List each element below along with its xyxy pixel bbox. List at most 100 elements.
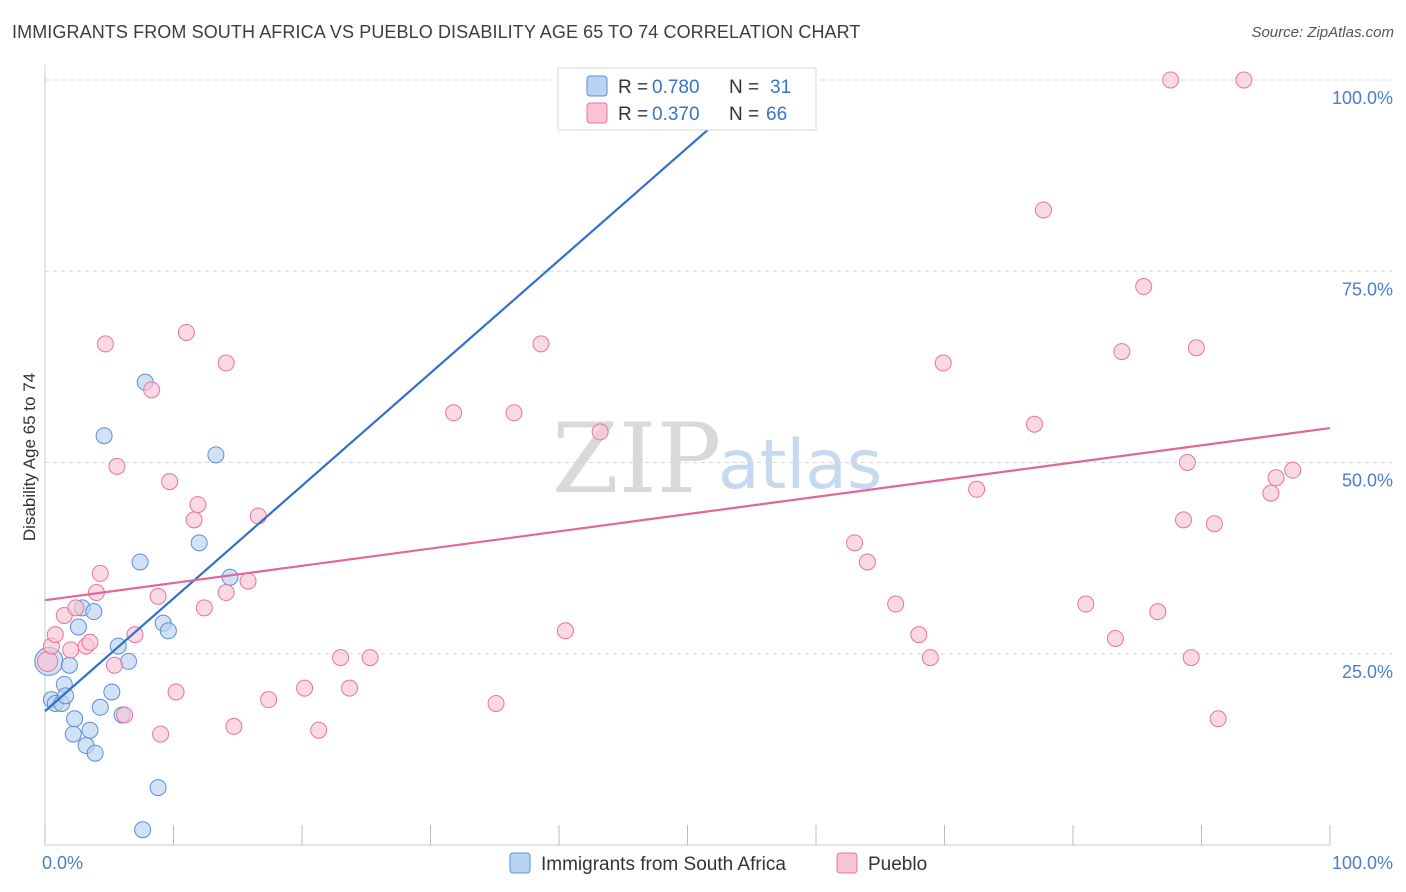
data-point-s1-13 <box>116 706 134 724</box>
chart-title: IMMIGRANTS FROM SOUTH AFRICA VS PUEBLO D… <box>12 22 861 42</box>
y-tick-label-2: 75.0% <box>1342 279 1393 299</box>
data-point-s1-10 <box>96 335 114 353</box>
data-point-s1-2 <box>46 626 64 644</box>
legend-n-label-1: N = <box>729 77 759 98</box>
legend-swatch-south-africa <box>586 75 608 97</box>
data-point-s1-24 <box>217 584 235 602</box>
data-point-s1-45 <box>910 626 928 644</box>
data-point-s1-48 <box>968 480 986 498</box>
data-point-s1-49 <box>1025 415 1043 433</box>
y-tick-label-3: 100.0% <box>1332 88 1393 108</box>
watermark-zip: ZIP <box>552 403 721 515</box>
series-0 <box>34 71 761 839</box>
data-point-s1-23 <box>195 599 213 617</box>
data-point-s1-54 <box>1135 278 1153 296</box>
data-point-s1-9 <box>91 564 109 582</box>
trend-lines <box>44 79 1331 712</box>
data-point-s1-36 <box>487 694 505 712</box>
legend-n-value-2: 66 <box>766 104 787 125</box>
data-point-s1-22 <box>189 496 207 514</box>
gridlines <box>45 79 1392 655</box>
legend-n-label-2: N = <box>729 104 759 125</box>
data-point-s1-37 <box>505 404 523 422</box>
data-point-s1-51 <box>1077 595 1095 613</box>
data-point-s0-16 <box>95 427 113 445</box>
data-point-s1-50 <box>1034 201 1052 219</box>
legend: R = 0.780 N = 31 R = 0.370 N = 66 <box>557 67 817 131</box>
data-point-s0-20 <box>120 652 138 670</box>
data-point-s1-43 <box>858 553 876 571</box>
data-point-s0-5 <box>57 687 75 705</box>
data-point-s1-15 <box>143 381 161 399</box>
data-point-s1-64 <box>1262 484 1280 502</box>
trend-line-1 <box>44 426 1331 602</box>
x-tick-label-0: 0.0% <box>42 853 83 873</box>
legend-swatch-pueblo <box>586 102 608 124</box>
bottom-legend-swatch-south-africa <box>509 852 531 874</box>
data-point-s0-8 <box>66 710 84 728</box>
data-point-s0-17 <box>103 683 121 701</box>
data-point-s1-12 <box>108 457 126 475</box>
axes <box>44 65 1331 846</box>
data-point-s1-46 <box>921 649 939 667</box>
data-point-s1-44 <box>887 595 905 613</box>
watermark: ZIP atlas <box>552 403 882 515</box>
x-tick-labels: 0.0% 100.0% <box>42 853 1393 873</box>
data-point-s1-52 <box>1106 629 1124 647</box>
data-point-s1-55 <box>1149 603 1167 621</box>
data-point-s1-18 <box>161 473 179 491</box>
data-point-s1-35 <box>445 404 463 422</box>
x-tick-label-1: 100.0% <box>1332 853 1393 873</box>
trend-line-0 <box>44 79 766 712</box>
data-point-s1-57 <box>1175 511 1193 529</box>
data-point-s0-26 <box>159 622 177 640</box>
legend-n-value-1: 31 <box>770 77 791 98</box>
data-point-s1-34 <box>361 649 379 667</box>
legend-r-label-2: R = <box>618 104 648 125</box>
data-point-s1-66 <box>1284 461 1302 479</box>
data-point-s1-29 <box>260 691 278 709</box>
data-point-s1-40 <box>591 423 609 441</box>
data-point-s0-28 <box>207 446 225 464</box>
data-point-s1-26 <box>225 717 243 735</box>
data-point-s1-56 <box>1162 71 1180 89</box>
data-point-s1-33 <box>341 679 359 697</box>
data-point-s1-5 <box>67 599 85 617</box>
data-point-s1-20 <box>177 323 195 341</box>
data-point-s1-60 <box>1187 339 1205 357</box>
source-label: Source: ZipAtlas.com <box>1251 24 1394 41</box>
data-point-s0-27 <box>190 534 208 552</box>
data-point-s1-0 <box>37 650 59 672</box>
data-point-s0-14 <box>86 744 104 762</box>
data-point-s1-14 <box>126 626 144 644</box>
data-point-s1-19 <box>167 683 185 701</box>
data-point-s1-58 <box>1178 454 1196 471</box>
data-point-s1-28 <box>249 507 267 525</box>
data-point-s1-31 <box>310 721 328 739</box>
data-point-s1-27 <box>239 572 257 590</box>
data-point-s1-65 <box>1267 469 1285 487</box>
y-tick-label-1: 50.0% <box>1342 471 1393 491</box>
data-point-s1-7 <box>81 633 99 651</box>
y-axis-title: Disability Age 65 to 74 <box>20 373 39 541</box>
legend-r-value-2: 0.370 <box>652 104 700 125</box>
data-point-s1-47 <box>934 354 952 372</box>
watermark-atlas: atlas <box>718 426 882 505</box>
data-point-s1-63 <box>1235 71 1253 89</box>
data-point-s1-17 <box>152 725 170 743</box>
data-point-s0-7 <box>64 725 82 743</box>
data-point-s1-30 <box>296 679 314 697</box>
data-point-s0-12 <box>81 721 99 739</box>
y-tick-labels: 25.0% 50.0% 75.0% 100.0% <box>1332 88 1393 682</box>
data-point-s1-11 <box>105 656 123 674</box>
data-point-s0-22 <box>134 821 152 839</box>
data-point-s0-13 <box>85 603 103 621</box>
data-point-s1-62 <box>1209 710 1227 728</box>
bottom-legend: Immigrants from South Africa Pueblo <box>509 852 927 875</box>
data-point-s1-32 <box>332 649 350 667</box>
y-tick-label-0: 25.0% <box>1342 662 1393 682</box>
data-point-s0-9 <box>69 618 87 636</box>
data-point-s1-38 <box>532 335 550 353</box>
bottom-legend-label-south-africa: Immigrants from South Africa <box>541 854 786 875</box>
